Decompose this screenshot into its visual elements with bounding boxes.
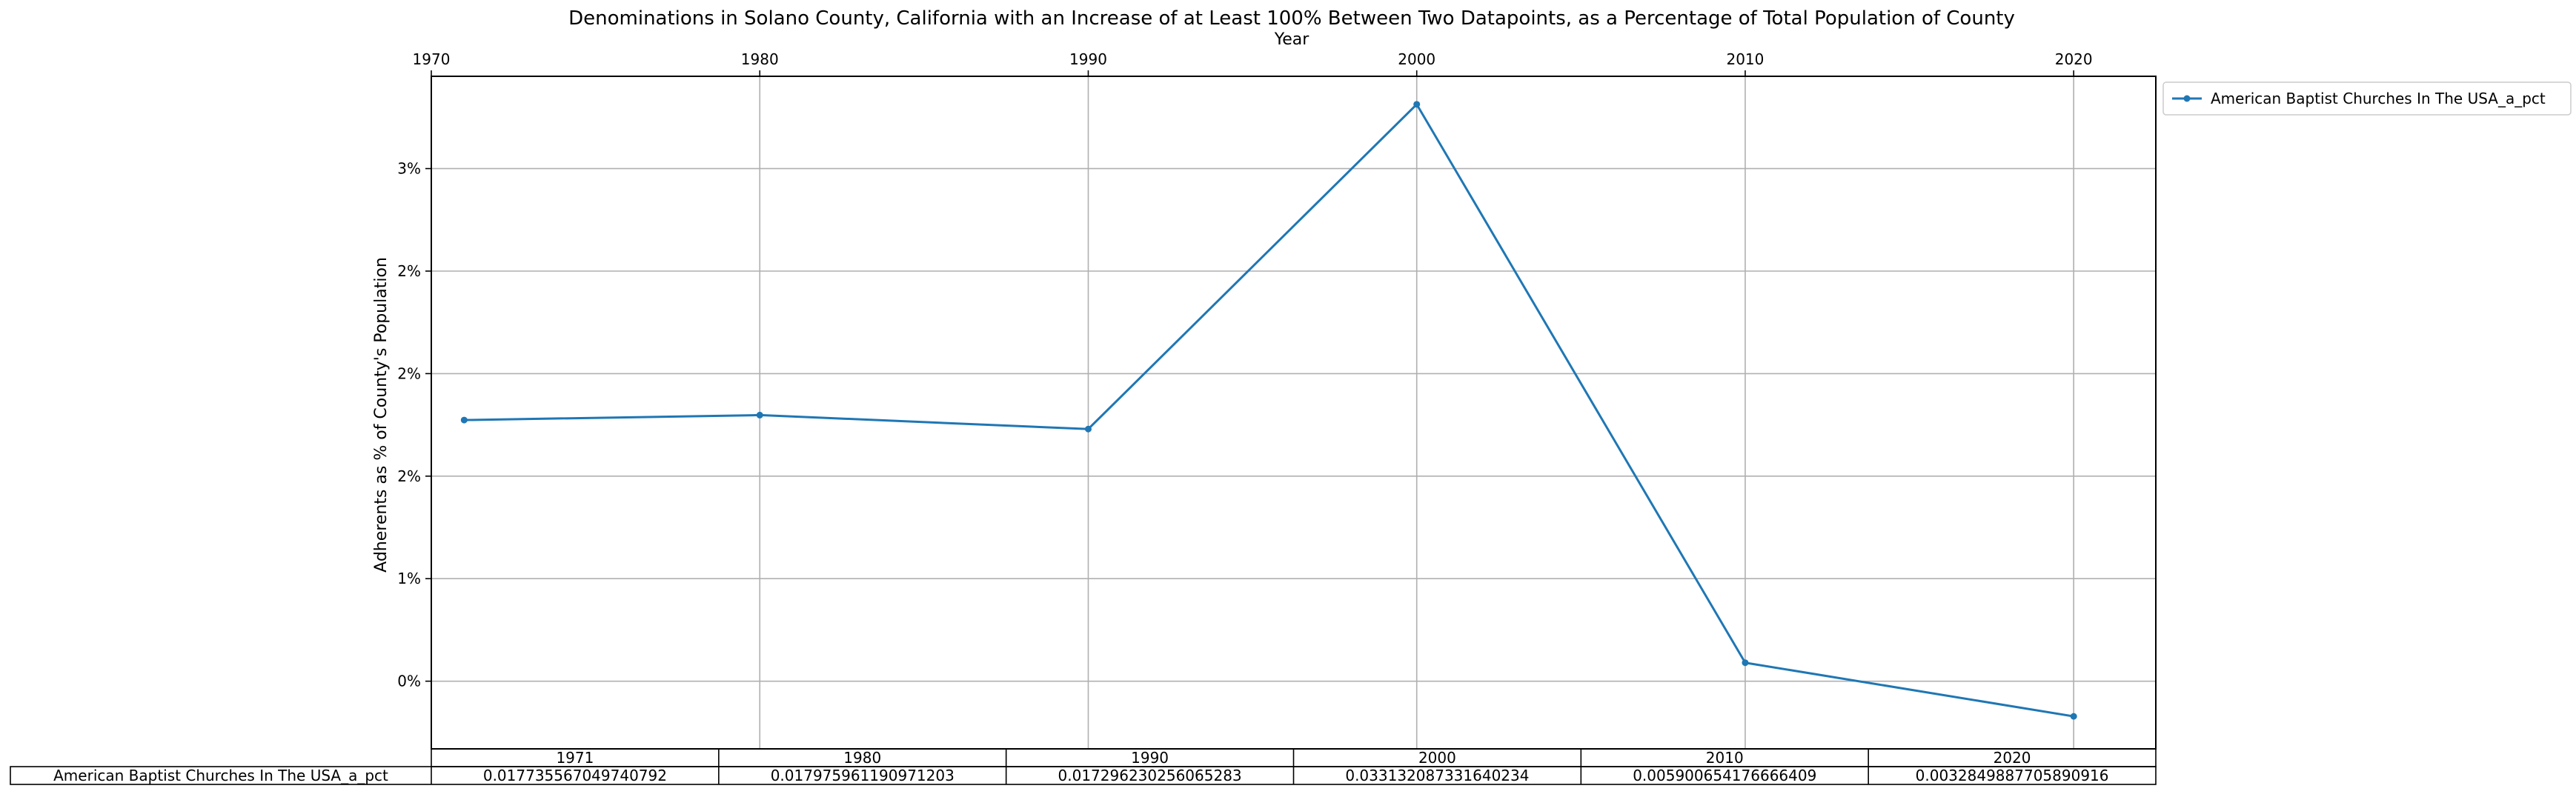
data-point: [2071, 713, 2077, 720]
x-tick-label: 2020: [2055, 50, 2093, 68]
table-cell: 0.017296230256065283: [1058, 767, 1242, 784]
table-cell: 0.017735567049740792: [483, 767, 667, 784]
x-axis-label: Year: [1274, 30, 1310, 49]
x-tick-label: 1980: [741, 50, 779, 68]
series-layer: [461, 101, 2077, 719]
chart-title: Denominations in Solano County, Californ…: [568, 7, 2015, 30]
y-tick-label: 2%: [397, 467, 421, 485]
table-column-header: 2000: [1418, 749, 1456, 767]
y-tick-label: 1%: [397, 570, 421, 587]
y-tick-label: 3%: [397, 160, 421, 178]
legend: American Baptist Churches In The USA_a_p…: [2163, 82, 2571, 115]
y-tick-label: 2%: [397, 262, 421, 280]
table-column-header: 1990: [1131, 749, 1169, 767]
table-cell: 0.017975961190971203: [771, 767, 955, 784]
y-tick-label: 2%: [397, 364, 421, 382]
table-column-header: 2010: [1706, 749, 1744, 767]
axis-ticks: 1970 1980 1990 2000 2010 2020 0% 1% 2% 2% 2% 3%: [397, 50, 2092, 690]
table-cell: 0.033132087331640234: [1345, 767, 1529, 784]
legend-marker: [2184, 96, 2191, 102]
data-table: 1971 1980 1990 2000 2010 2020 American Baptist…: [10, 749, 2156, 784]
data-point: [757, 412, 763, 418]
table-column-header: 2020: [1994, 749, 2031, 767]
x-tick-label: 2000: [1398, 50, 1435, 68]
table-cell: 0.005900654176666409: [1633, 767, 1816, 784]
series-line: [464, 104, 2074, 716]
table-row-label: American Baptist Churches In The USA_a_p…: [53, 767, 388, 784]
data-point: [1085, 426, 1092, 433]
x-tick-label: 2010: [1726, 50, 1764, 68]
table-column-header: 1971: [556, 749, 594, 767]
y-axis-label: Adherents as % of County's Population: [372, 257, 391, 573]
data-point: [1413, 101, 1420, 107]
plot-frame: [431, 76, 2156, 749]
x-tick-label: 1990: [1069, 50, 1107, 68]
x-tick-label: 1970: [413, 50, 451, 68]
y-tick-label: 0%: [397, 673, 421, 690]
table-cell: 0.0032849887705890916: [1916, 767, 2109, 784]
data-point: [1742, 659, 1748, 666]
table-column-header: 1980: [843, 749, 881, 767]
grid: [431, 76, 2156, 749]
legend-label: American Baptist Churches In The USA_a_p…: [2211, 90, 2546, 107]
data-point: [461, 417, 468, 424]
